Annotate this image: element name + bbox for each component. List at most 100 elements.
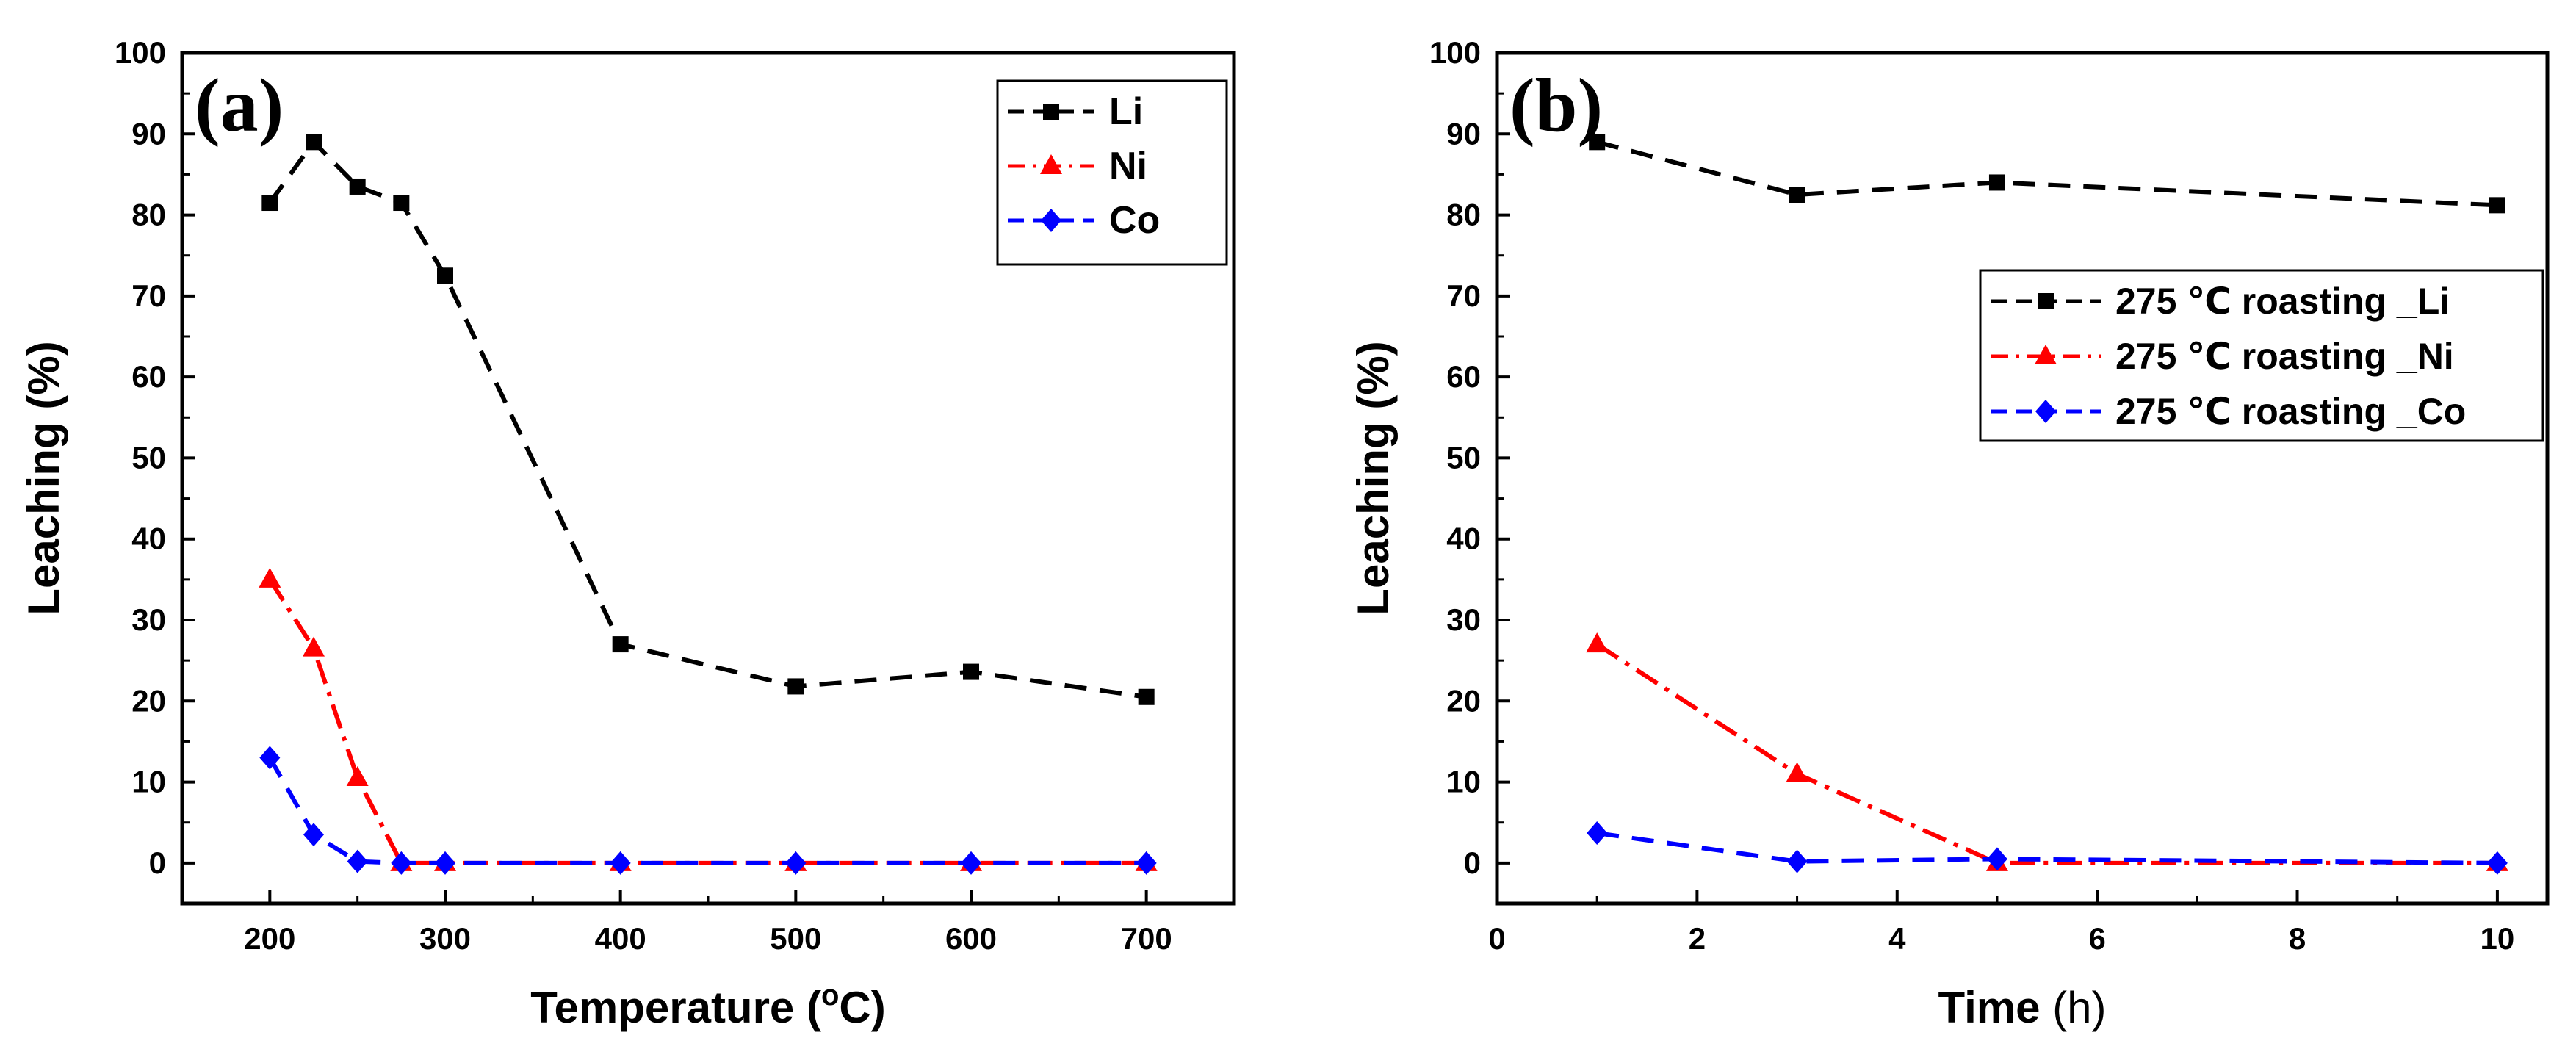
panel-a-line-co: [267, 757, 1147, 865]
panel-b-xtick-label-6: 6: [2088, 921, 2105, 956]
panel-a-legend: Li Ni Co: [996, 79, 1228, 266]
panel-a-xlabel-main: Temperature (: [530, 983, 821, 1032]
panel-b-ytick-label-40: 40: [1446, 522, 1481, 556]
panel-b-point-275-roasting-co-3: [2486, 851, 2508, 875]
panel-b-point-275-roasting-li-2: [1988, 174, 2005, 191]
panel-b-label: (b): [1509, 63, 1603, 148]
panel-b-ytick-label-100: 100: [1429, 35, 1481, 70]
panel-b-ytick-label-30: 30: [1446, 602, 1481, 637]
panel-a-ytick-label-20: 20: [131, 683, 166, 718]
panel-b-point-275-roasting-li-3: [2489, 197, 2505, 214]
panel-a-point-li-4: [437, 267, 453, 284]
panel-a-ytick-label-10: 10: [131, 765, 166, 799]
panel-a-xtick-label-200: 200: [244, 921, 295, 956]
panel-b-xlabel: Time (h): [1938, 983, 2107, 1032]
panel-a-point-li-0: [261, 195, 278, 212]
panel-b-series-275-roasting-ni: [1586, 632, 2508, 871]
panel-a-point-li-8: [1138, 688, 1155, 705]
panel-a-point-co-7: [961, 851, 981, 875]
panel-a-ytick-label-80: 80: [131, 198, 166, 232]
panel-a-ytick-label-30: 30: [131, 602, 166, 637]
panel-a-legend-label-co: Co: [1109, 199, 1160, 242]
panel-b-xtick-label-8: 8: [2289, 921, 2306, 956]
panel-a-point-ni-2: [346, 766, 369, 787]
panel-a-ytick-label-60: 60: [131, 359, 166, 394]
panel-a-point-co-1: [303, 823, 324, 847]
panel-a-point-co-3: [391, 851, 412, 875]
panel-a-xlabel: Temperature (oC): [530, 979, 885, 1032]
panel-a-xtick-label-700: 700: [1121, 921, 1172, 956]
panel-a-xlabel-end: C): [839, 983, 885, 1032]
panel-b-series-275-roasting-co: [1587, 821, 2508, 875]
panel-a-legend-label-ni: Ni: [1109, 145, 1147, 187]
panel-a-label: (a): [195, 63, 284, 148]
panel-a-xlabel-sup: o: [821, 979, 839, 1012]
panel-a-point-co-6: [785, 851, 807, 875]
panel-b-ytick-label-0: 0: [1464, 846, 1481, 880]
panel-a-ylabel: Leaching (%): [19, 341, 68, 615]
panel-b-legend: 275 ℃ roasting _Li 275 ℃ roasting _Ni 275 …: [1979, 269, 2544, 442]
panel-b-xlabel-main: Time: [1938, 983, 2041, 1032]
panel-a-point-li-5: [612, 636, 629, 653]
panel-a-point-ni-1: [303, 636, 325, 657]
panel-a-point-li-7: [963, 663, 979, 680]
panel-b-xtick-label-0: 0: [1488, 921, 1505, 956]
panel-a-series-ni: [259, 567, 1158, 871]
panel-a-xtick-label-500: 500: [770, 921, 821, 956]
panel-b-xtick-label-2: 2: [1689, 921, 1706, 956]
panel-a-series-co: [259, 746, 1157, 875]
panel-a-point-li-3: [393, 195, 410, 212]
panel-b-point-275-roasting-li-1: [1789, 187, 1805, 203]
panel-b-ytick-label-60: 60: [1446, 359, 1481, 394]
panel-b-legend-marker-275-roasting-ni: [2035, 345, 2057, 364]
panel-b-ytick-label-80: 80: [1446, 198, 1481, 232]
panel-b-legend-marker-275-roasting-li: [2038, 293, 2054, 309]
panel-b-ytick-label-90: 90: [1446, 116, 1481, 151]
panel-b-point-275-roasting-ni-1: [1786, 762, 1808, 782]
panel-b-point-275-roasting-co-1: [1786, 849, 1808, 873]
panel-a-point-li-1: [306, 134, 322, 151]
panel-a-legend-marker-li: [1043, 104, 1059, 120]
panel-b-ytick-label-70: 70: [1446, 278, 1481, 313]
panel-a-xtick-label-300: 300: [419, 921, 471, 956]
panel-b-series-275-roasting-li: [1589, 134, 2505, 214]
panel-a-ytick-label-40: 40: [131, 522, 166, 556]
panel-a-legend-marker-ni: [1040, 154, 1062, 174]
panel-a-xtick-label-400: 400: [595, 921, 646, 956]
panel-b-point-275-roasting-co-2: [1986, 847, 2007, 871]
panel-b-line-275-roasting-ni: [1595, 642, 2497, 865]
panel-a-point-co-2: [347, 849, 368, 873]
panel-a-xtick-label-600: 600: [945, 921, 997, 956]
panel-a-ytick-label-100: 100: [115, 35, 166, 70]
panel-a-point-co-0: [259, 746, 281, 770]
panel-b-ytick-label-10: 10: [1446, 765, 1481, 799]
panel-b-xlabel-end: (h): [2040, 983, 2106, 1032]
panel-b-point-275-roasting-li-0: [1589, 134, 1606, 151]
panel-a-line-ni: [267, 578, 1147, 865]
panel-a-chart: 0 10 20 30 40 50 60 70 80 90 100 200 300 400 500 600 700…: [19, 35, 1236, 1032]
panel-a-point-li-6: [787, 678, 804, 695]
panel-b-ylabel: Leaching (%): [1349, 341, 1398, 615]
panel-b-legend-label-275-roasting-ni: 275 ℃ roasting _Ni: [2115, 336, 2454, 377]
panel-b-ytick-label-20: 20: [1446, 683, 1481, 718]
panel-b-line-275-roasting-li: [1596, 140, 2498, 208]
panel-b-legend-marker-275-roasting-co: [2035, 400, 2056, 423]
panel-a-point-ni-0: [259, 567, 281, 588]
panel-b-legend-label-275-roasting-li: 275 ℃ roasting _Li: [2115, 281, 2450, 322]
panel-b-xtick-label-4: 4: [1888, 921, 1906, 956]
panel-b-xtick-label-10: 10: [2481, 921, 2515, 956]
panel-a-point-co-5: [610, 851, 631, 875]
panel-b-chart: 0 10 20 30 40 50 60 70 80 90 100 0 2 4 6 8 10 Leaching (%…: [1349, 35, 2550, 1032]
panel-a-ytick-label-50: 50: [131, 440, 166, 475]
panel-a-series-li: [261, 134, 1155, 705]
panel-b-axes-frame: [1495, 51, 2550, 906]
panel-a-point-co-8: [1136, 851, 1157, 875]
panel-a-point-co-4: [435, 851, 455, 875]
panel-a-legend-label-li: Li: [1109, 90, 1143, 133]
panel-b-point-275-roasting-co-0: [1587, 821, 1608, 846]
panel-a-point-li-2: [349, 178, 366, 195]
panel-b-line-275-roasting-co: [1596, 831, 2497, 865]
panel-b-ytick-label-50: 50: [1446, 440, 1481, 475]
panel-b-point-275-roasting-ni-0: [1586, 632, 1609, 653]
